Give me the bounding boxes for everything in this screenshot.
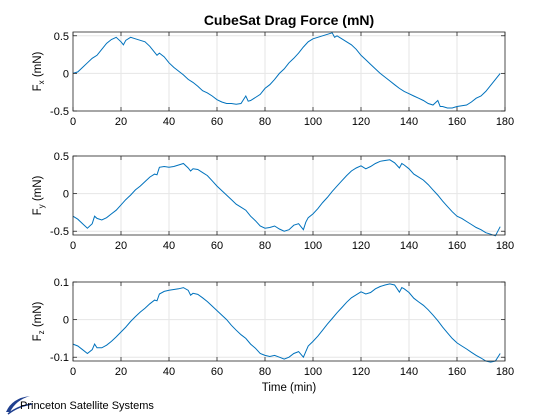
x-tick-label: 180 [496, 240, 514, 252]
x-tick-label: 40 [163, 366, 175, 378]
x-tick-label: 0 [70, 116, 76, 128]
y-axis-label: Fx (mN) [32, 51, 46, 91]
swoosh-icon [6, 396, 33, 415]
x-tick-label: 160 [448, 366, 466, 378]
chart-title: CubeSat Drag Force (mN) [204, 12, 374, 28]
y-tick-label: -0.5 [50, 106, 69, 118]
x-tick-label: 120 [352, 366, 370, 378]
x-tick-label: 60 [211, 366, 223, 378]
x-tick-label: 180 [496, 116, 514, 128]
plot-area [73, 282, 505, 361]
y-tick-label: 0 [63, 68, 69, 80]
x-tick-label: 80 [259, 116, 271, 128]
x-tick-label: 20 [115, 116, 127, 128]
y-axis-label: Fy (mN) [32, 175, 46, 215]
series-line [72, 283, 501, 363]
x-tick-label: 60 [211, 240, 223, 252]
x-tick-label: 20 [115, 366, 127, 378]
axes-box [72, 31, 506, 112]
logo-text: Princeton Satellite Systems [20, 400, 154, 412]
x-tick-label: 120 [352, 116, 370, 128]
x-tick-label: 100 [304, 366, 322, 378]
plot-area [73, 156, 505, 235]
y-tick-label: 0.1 [54, 277, 69, 289]
series-line [72, 32, 501, 109]
axes-box [72, 155, 506, 236]
y-tick-label: 0 [63, 189, 69, 201]
series-line [72, 159, 501, 237]
x-tick-label: 60 [211, 116, 223, 128]
x-tick-label: 0 [70, 240, 76, 252]
axes-box [72, 281, 506, 362]
x-tick-label: 140 [400, 366, 418, 378]
x-tick-label: 40 [163, 116, 175, 128]
x-tick-label: 40 [163, 240, 175, 252]
princeton-satellite-systems-logo: Princeton Satellite Systems [4, 392, 204, 418]
x-axis-label: Time (min) [262, 382, 317, 394]
x-tick-label: 160 [448, 116, 466, 128]
y-axis-label: Fz (mN) [32, 301, 46, 341]
x-tick-label: 140 [400, 116, 418, 128]
y-tick-label: -0.1 [50, 352, 69, 364]
x-tick-label: 80 [259, 240, 271, 252]
plot-area [73, 32, 505, 111]
x-tick-label: 160 [448, 240, 466, 252]
x-tick-label: 180 [496, 366, 514, 378]
x-tick-label: 80 [259, 366, 271, 378]
x-tick-label: 0 [70, 366, 76, 378]
y-tick-label: 0.5 [54, 31, 69, 43]
y-tick-label: 0 [63, 315, 69, 327]
x-tick-label: 140 [400, 240, 418, 252]
y-tick-label: -0.5 [50, 226, 69, 238]
x-tick-label: 100 [304, 116, 322, 128]
x-tick-label: 120 [352, 240, 370, 252]
x-tick-label: 20 [115, 240, 127, 252]
x-tick-label: 100 [304, 240, 322, 252]
y-tick-label: 0.5 [54, 151, 69, 163]
